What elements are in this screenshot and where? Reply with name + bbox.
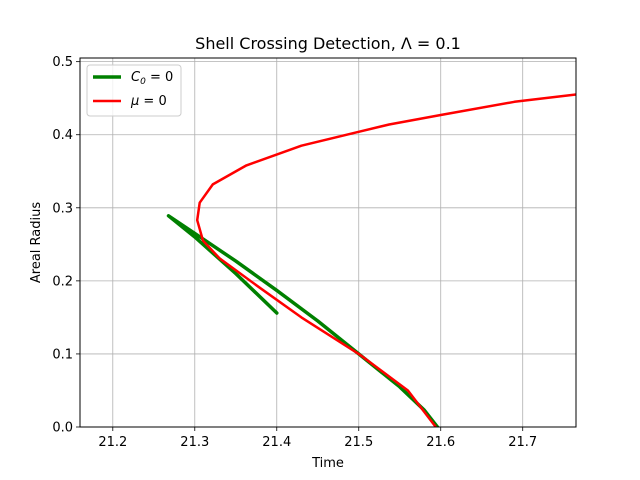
y-tick-label: 0.1 bbox=[52, 347, 73, 362]
chart-title: Shell Crossing Detection, Λ = 0.1 bbox=[195, 34, 461, 53]
x-tick-label: 21.5 bbox=[344, 435, 373, 450]
ticks: 21.2 21.3 21.4 21.5 21.6 21.7 0.0 0.1 0.2 0.3 0.4 0… bbox=[52, 55, 537, 450]
x-axis-label: Time bbox=[311, 456, 344, 471]
series-line-mu bbox=[195, 93, 576, 427]
x-tick-label: 21.6 bbox=[426, 435, 455, 450]
legend-label-mu: μ = 0 bbox=[130, 94, 167, 109]
plot-frame bbox=[79, 57, 577, 428]
y-tick-label: 0.0 bbox=[52, 421, 73, 436]
legend: C0 = 0 μ = 0 bbox=[86, 64, 182, 117]
legend-label-c0: C0 = 0 bbox=[131, 70, 173, 87]
x-tick-label: 21.4 bbox=[262, 435, 291, 450]
x-tick-label: 21.3 bbox=[180, 435, 209, 450]
x-tick-label: 21.2 bbox=[98, 435, 127, 450]
y-axis-label: Areal Radius bbox=[29, 202, 44, 283]
x-tick-label: 21.7 bbox=[508, 435, 537, 450]
y-tick-label: 0.4 bbox=[52, 128, 73, 143]
grid bbox=[80, 58, 576, 428]
y-tick-label: 0.3 bbox=[52, 201, 73, 216]
y-tick-label: 0.5 bbox=[52, 55, 73, 70]
series-line-c0 bbox=[166, 214, 440, 427]
series-layer bbox=[166, 93, 576, 427]
y-tick-label: 0.2 bbox=[52, 274, 73, 289]
